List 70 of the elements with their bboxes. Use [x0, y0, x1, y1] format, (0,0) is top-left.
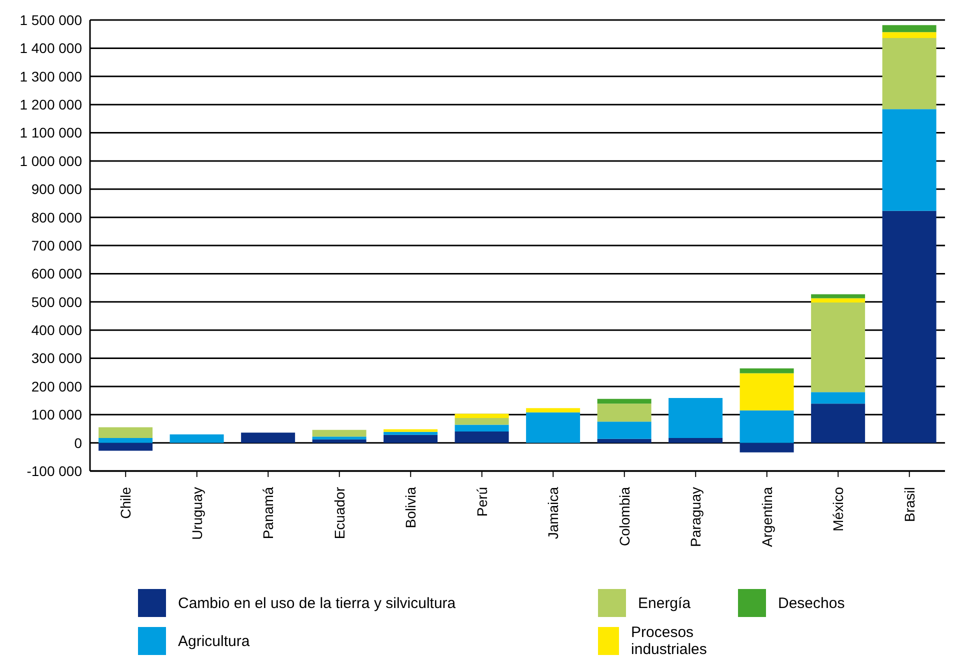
bar	[312, 439, 366, 443]
bar	[597, 398, 652, 404]
x-tick-label: Argentina	[758, 486, 775, 547]
bar	[740, 410, 794, 443]
bar	[98, 427, 153, 438]
y-tick-label: 600 000	[31, 266, 82, 282]
bar	[98, 438, 153, 443]
bar	[882, 109, 936, 211]
bar	[312, 436, 366, 440]
bar	[384, 429, 438, 432]
y-tick-label: 1 200 000	[20, 96, 82, 113]
bar	[597, 438, 652, 443]
x-tick-label: México	[830, 486, 846, 532]
bar	[384, 434, 438, 443]
y-tick-label: 1 000 000	[20, 152, 82, 169]
y-tick-label: 1 500 000	[20, 12, 82, 28]
x-tick-label: Colombia	[616, 486, 632, 546]
bar	[384, 432, 438, 435]
legend-label: Energía	[638, 594, 691, 612]
x-tick-label: Uruguay	[188, 487, 205, 540]
bar	[597, 404, 652, 422]
bar	[668, 438, 723, 443]
y-tick-label: 400 000	[31, 322, 82, 338]
bar	[454, 432, 509, 443]
bar	[882, 210, 936, 443]
x-tick-label: Bolivia	[402, 486, 419, 528]
bar	[882, 38, 936, 110]
x-tick-label: Brasil	[901, 487, 918, 522]
x-tick-label: Ecuador	[331, 486, 348, 540]
y-tick-label: 800 000	[31, 209, 82, 226]
bar	[668, 398, 723, 438]
y-tick-label: 500 000	[31, 294, 82, 310]
bar	[454, 424, 509, 432]
legend-label: Procesos industriales	[631, 624, 708, 658]
legend-label: Desechos	[778, 594, 845, 612]
bar	[454, 414, 509, 418]
bar	[811, 392, 866, 404]
y-tick-label: 1 300 000	[20, 68, 82, 84]
bar	[98, 442, 153, 451]
bar	[597, 422, 652, 439]
y-tick-label: 200 000	[31, 378, 82, 394]
bar	[241, 432, 296, 443]
y-tick-label: 700 000	[31, 237, 82, 254]
y-tick-label: 300 000	[31, 350, 82, 366]
bar	[811, 404, 866, 443]
bar	[526, 412, 580, 443]
y-tick-label: -100 000	[26, 462, 82, 479]
y-tick-label: 0	[74, 434, 82, 451]
y-tick-label: 100 000	[31, 406, 82, 423]
bar	[454, 418, 509, 425]
y-tick-label: 1 400 000	[20, 40, 82, 56]
bar	[811, 302, 866, 392]
x-tick-label: Panamá	[260, 486, 276, 540]
bar	[740, 442, 794, 452]
bar	[882, 32, 936, 38]
legend-label: Cambio en el uso de la tierra y silvicultura	[178, 594, 456, 612]
bar	[526, 408, 580, 412]
legend-label: Agricultura	[178, 632, 250, 650]
x-tick-label: Paraguay	[688, 487, 704, 547]
bar	[740, 373, 794, 410]
y-tick-label: 1 100 000	[20, 124, 82, 141]
bar	[740, 368, 794, 374]
y-tick-label: 900 000	[31, 181, 82, 198]
bar	[170, 434, 224, 443]
bar	[882, 25, 936, 32]
x-tick-label: Jamaica	[545, 486, 562, 540]
bar	[811, 298, 866, 302]
x-tick-label: Chile	[118, 486, 134, 519]
bar	[312, 430, 366, 437]
x-tick-label: Perú	[474, 487, 490, 517]
